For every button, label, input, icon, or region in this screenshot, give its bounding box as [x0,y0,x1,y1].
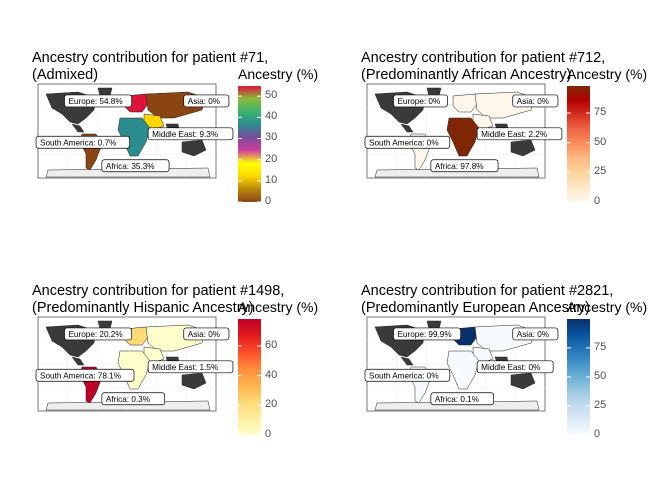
region-label-text: Middle East: 2.2% [481,130,547,139]
legend-title: Ancestry (%) [567,66,648,82]
central-america-shape [400,123,414,133]
legend-tick-label: 30 [265,131,278,144]
panel-title: Ancestry contribution for patient #1498, [32,283,285,299]
region-label-text: Europe: 20.2% [68,330,122,339]
region-label-text: Asia: 0% [517,330,549,339]
panel-title: Ancestry contribution for patient #71, [32,50,269,66]
legend-tick-label: 50 [594,369,607,382]
world-map: Europe: 0% Asia: 0% Middle East: 2.2% South… [364,83,563,179]
region-label-box [364,135,451,149]
legend-tick-label: 75 [594,340,607,353]
legend-title: Ancestry (%) [567,299,648,315]
region-label-text: Europe: 54.8% [68,97,122,106]
central-america-shape [400,356,414,366]
region-label-text: Middle East: 1.5% [152,363,218,372]
legend-tick-label: 0 [594,428,601,440]
region-label-box [101,392,166,406]
legend-tick-label: 40 [265,368,278,381]
legend-tick-label: 75 [594,106,607,119]
legend-title: Ancestry (%) [238,66,319,82]
world-map: Europe: 99.9% Asia: 0% Middle East: 0% Sout… [364,316,559,412]
region-label-box [430,159,499,173]
africa-region [446,350,480,390]
australia-shape [510,139,536,157]
region-label-box [35,368,135,382]
region-label-text: Middle East: 0% [481,363,540,372]
region-label-box [512,94,559,108]
region-label-text: Africa: 97.8% [435,162,484,171]
region-label-box [476,127,563,141]
region-label-text: South America: 0% [369,138,439,147]
region-label-box [64,327,133,341]
legend-tick-label: 0 [265,428,272,440]
region-label-text: Africa: 35.3% [106,162,155,171]
legend-tick-label: 0 [594,195,601,207]
region-label-box [183,94,230,108]
region-label-text: Europe: 99.9% [397,330,451,339]
legend-title: Ancestry (%) [238,299,319,315]
legend-tick-label: 50 [594,135,607,148]
africa-region [446,117,480,157]
region-label-text: Europe: 0% [397,97,440,106]
region-label-box [512,327,559,341]
region-label-box [35,135,130,149]
legend-tick-label: 10 [265,173,278,186]
australia-shape [181,139,207,157]
world-map: Europe: 20.2% Asia: 0% Middle East: 1.5% So… [35,316,234,412]
region-label-box [147,127,234,141]
region-label-box [101,159,170,173]
panel-subtitle: (Predominantly Hispanic Ancestry) [32,300,254,316]
legend-colorbar [238,319,261,435]
central-america-shape [71,123,85,133]
australia-shape [181,372,207,390]
legend-colorbar [567,86,590,202]
region-label-box [364,368,451,382]
central-america-shape [71,356,85,366]
region-label-box [476,360,554,374]
legend-tick-label: 40 [265,110,278,123]
region-label-text: Asia: 0% [188,330,220,339]
region-label-box [64,94,133,108]
legend-tick-label: 20 [265,152,278,165]
region-label-box [430,392,495,406]
panel-title: Ancestry contribution for patient #2821, [361,283,614,299]
region-label-box [393,327,462,341]
region-label-text: Africa: 0.1% [435,395,479,404]
panel-subtitle: (Predominantly European Ancestry) [361,300,590,316]
region-label-text: South America: 78.1% [40,371,121,380]
legend-tick-label: 50 [265,89,278,102]
region-label-text: Asia: 0% [517,97,549,106]
panel-title: Ancestry contribution for patient #712, [361,50,606,66]
region-label-text: South America: 0% [369,371,439,380]
region-label-box [147,360,234,374]
legend-tick-label: 20 [265,398,278,411]
region-label-box [393,94,448,108]
region-label-text: Africa: 0.3% [106,395,150,404]
legend-tick-label: 0 [265,195,272,207]
legend-tick-label: 25 [594,398,607,411]
legend-tick-label: 25 [594,165,607,178]
region-label-text: Asia: 0% [188,97,220,106]
legend-colorbar [567,319,590,435]
world-map: Europe: 54.8% Asia: 0% Middle East: 9.3% So… [35,83,234,179]
australia-shape [510,372,536,390]
region-label-text: Middle East: 9.3% [152,130,218,139]
region-label-box [183,327,230,341]
legend-tick-label: 60 [265,338,278,351]
region-label-text: South America: 0.7% [40,138,116,147]
panel-subtitle: (Admixed) [32,67,99,83]
panel-subtitle: (Predominantly African Ancestry) [361,67,572,83]
legend-colorbar [238,86,261,202]
